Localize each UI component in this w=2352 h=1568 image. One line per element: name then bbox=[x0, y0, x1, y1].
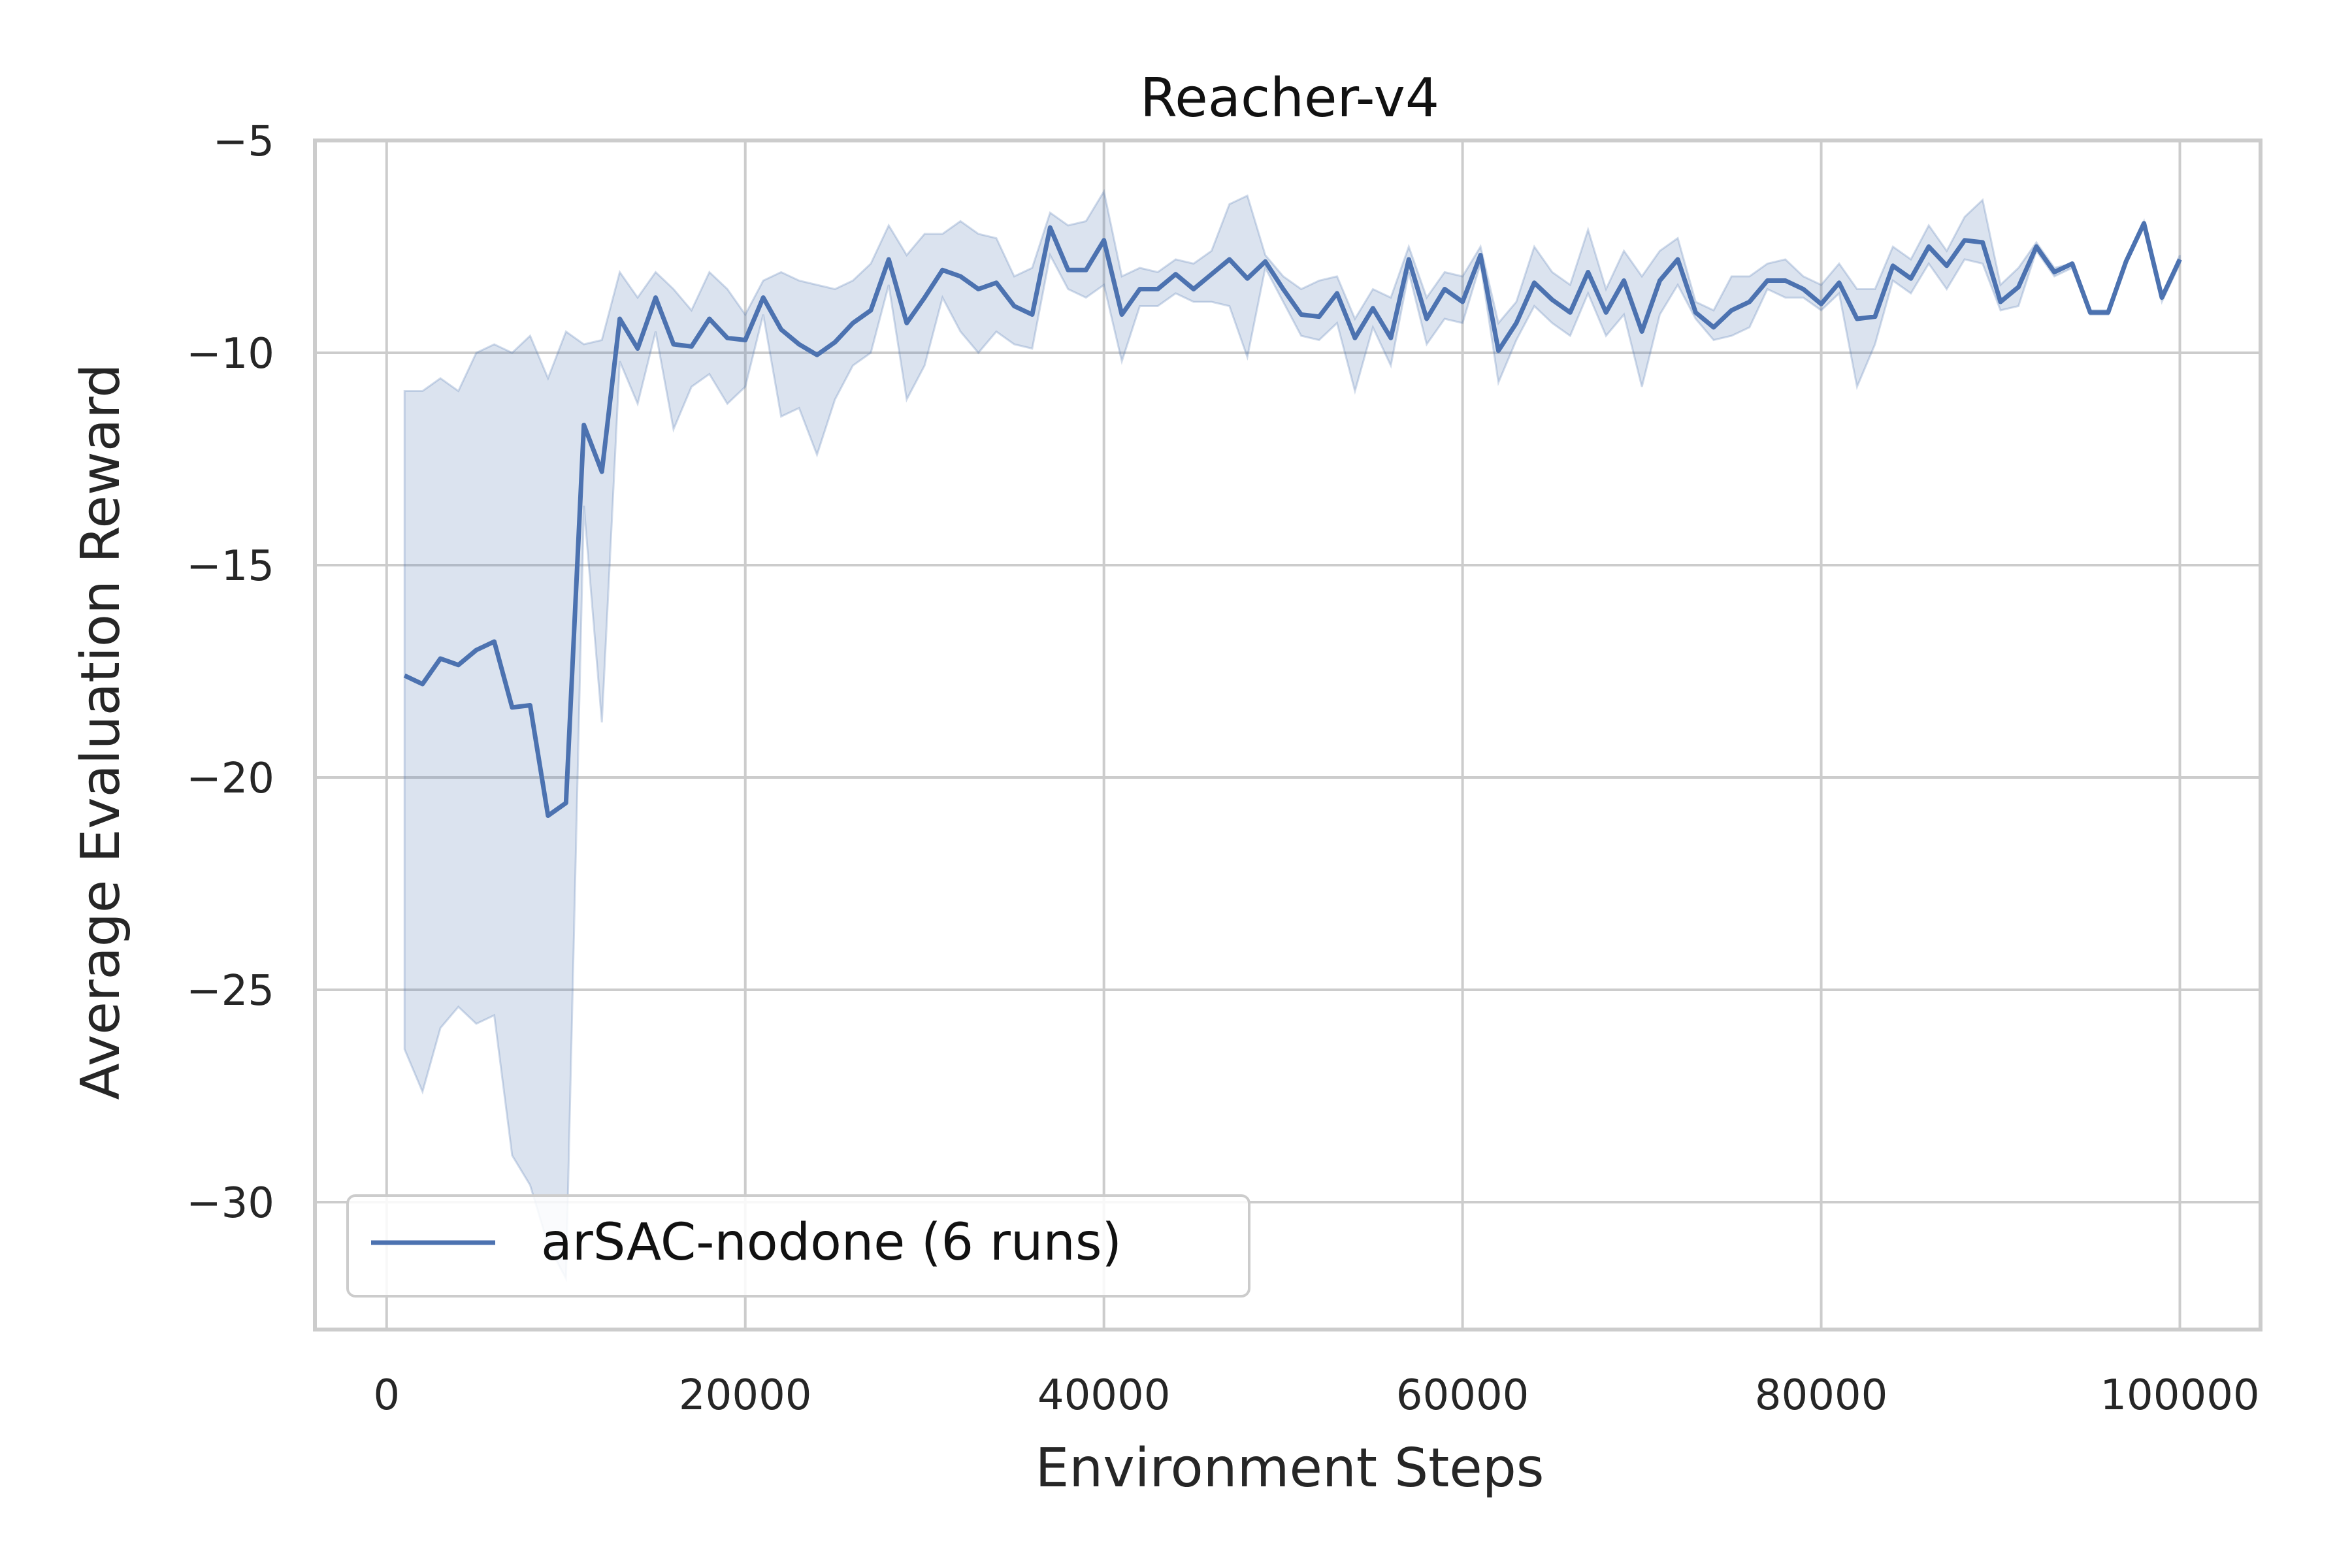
y-tick-label: −25 bbox=[186, 967, 274, 1015]
legend: arSAC-nodone (6 runs) bbox=[346, 1194, 1250, 1298]
y-tick-label: −5 bbox=[213, 118, 274, 166]
y-tick-label: −30 bbox=[186, 1179, 274, 1228]
y-axis-label: Average Evaluation Reward bbox=[70, 364, 132, 1100]
x-tick-label: 40000 bbox=[1037, 1371, 1171, 1420]
x-tick-label: 80000 bbox=[1755, 1371, 1888, 1420]
plot-frame bbox=[313, 139, 2262, 1331]
y-tick-label: −15 bbox=[186, 542, 274, 591]
chart-title: Reacher-v4 bbox=[1140, 67, 1439, 129]
x-tick-label: 0 bbox=[373, 1371, 400, 1420]
series-line bbox=[403, 221, 2182, 818]
x-tick-label: 20000 bbox=[679, 1371, 812, 1420]
legend-box bbox=[346, 1194, 1250, 1298]
legend-entry-label: arSAC-nodone (6 runs) bbox=[541, 1213, 1122, 1272]
x-axis-label: Environment Steps bbox=[1035, 1437, 1544, 1499]
x-tick-labels: 0 20000 40000 60000 80000 100000 bbox=[373, 1371, 2259, 1420]
x-tick-label: 60000 bbox=[1396, 1371, 1529, 1420]
y-tick-label: −20 bbox=[186, 755, 274, 803]
y-tick-label: −10 bbox=[186, 330, 274, 378]
x-tick-label: 100000 bbox=[2100, 1371, 2259, 1420]
y-tick-labels: −5 −10 −15 −20 −25 −30 bbox=[186, 118, 274, 1228]
